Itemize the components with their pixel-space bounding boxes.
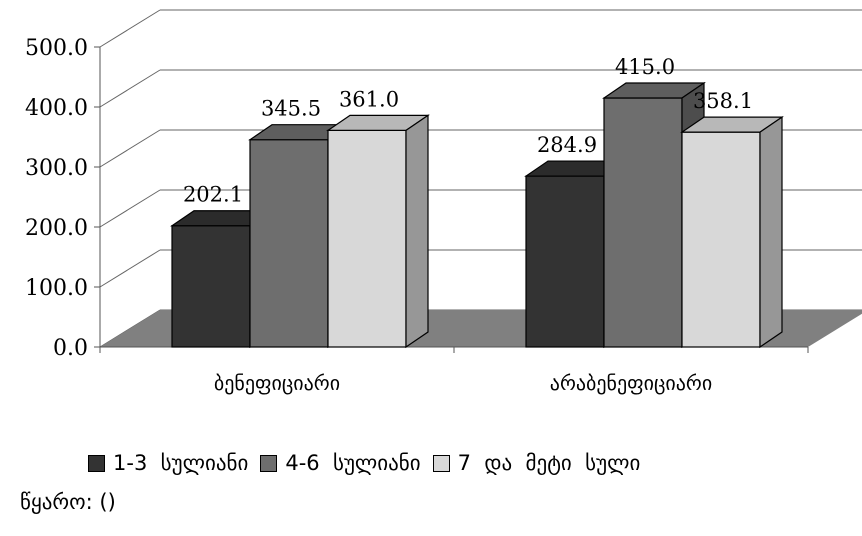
gridline-diagonal [99,189,161,228]
legend-item: 1-3 სულიანი [88,451,248,475]
bar-chart: 0.0 100.0 200.0 300.0 400.0 500.0 202.1 345.5 3… [25,9,862,395]
legend-item: 7 და მეტი სული [432,451,641,475]
value-label: 361.0 [339,87,399,111]
legend-swatch [432,454,450,472]
category-label: ბენეფიციარი [214,371,340,395]
source-note: წყარო: () [20,490,116,514]
value-label: 284.9 [537,133,597,157]
value-labels: 202.1 345.5 361.0 284.9 415.0 358.1 [183,55,753,207]
y-tick-label: 100.0 [25,276,88,301]
bar-front [681,131,761,348]
legend-label: 4-6 სულიანი [285,451,421,475]
y-tick-label: 300.0 [25,156,88,181]
legend-swatch [260,454,278,472]
y-tick-label: 200.0 [25,216,88,241]
value-label: 358.1 [693,89,753,113]
bar-front [603,97,683,348]
y-tick-label: 400.0 [25,96,88,121]
gridline-diagonal [99,129,161,168]
value-label: 415.0 [615,55,675,79]
y-tick-labels: 0.0 100.0 200.0 300.0 400.0 500.0 [25,36,88,361]
bar-front [327,129,407,348]
bar-front [249,139,329,348]
value-label: 202.1 [183,183,243,207]
legend-label: 1-3 სულიანი [113,451,249,475]
bar [680,116,784,349]
gridline-diagonal [99,249,161,288]
y-tick-label: 0.0 [53,336,88,361]
bar-front [525,175,605,348]
gridline-diagonal [99,69,161,108]
category-label: არაბენეფიციარი [550,371,712,395]
category-labels: ბენეფიციარი არაბენეფიციარი [214,371,712,395]
legend: 1-3 სულიანი 4-6 სულიანი 7 და მეტი სული [88,443,652,483]
legend-item: 4-6 სულიანი [260,451,421,475]
legend-label: 7 და მეტი სული [457,451,641,475]
y-tick-label: 500.0 [25,36,88,61]
bars [170,81,784,349]
legend-swatch [88,454,105,472]
bar-side [759,116,783,349]
bar-side [405,114,429,349]
bar-front [171,225,251,348]
value-label: 345.5 [261,97,321,121]
gridline-diagonal [99,9,161,48]
bar [326,114,430,349]
